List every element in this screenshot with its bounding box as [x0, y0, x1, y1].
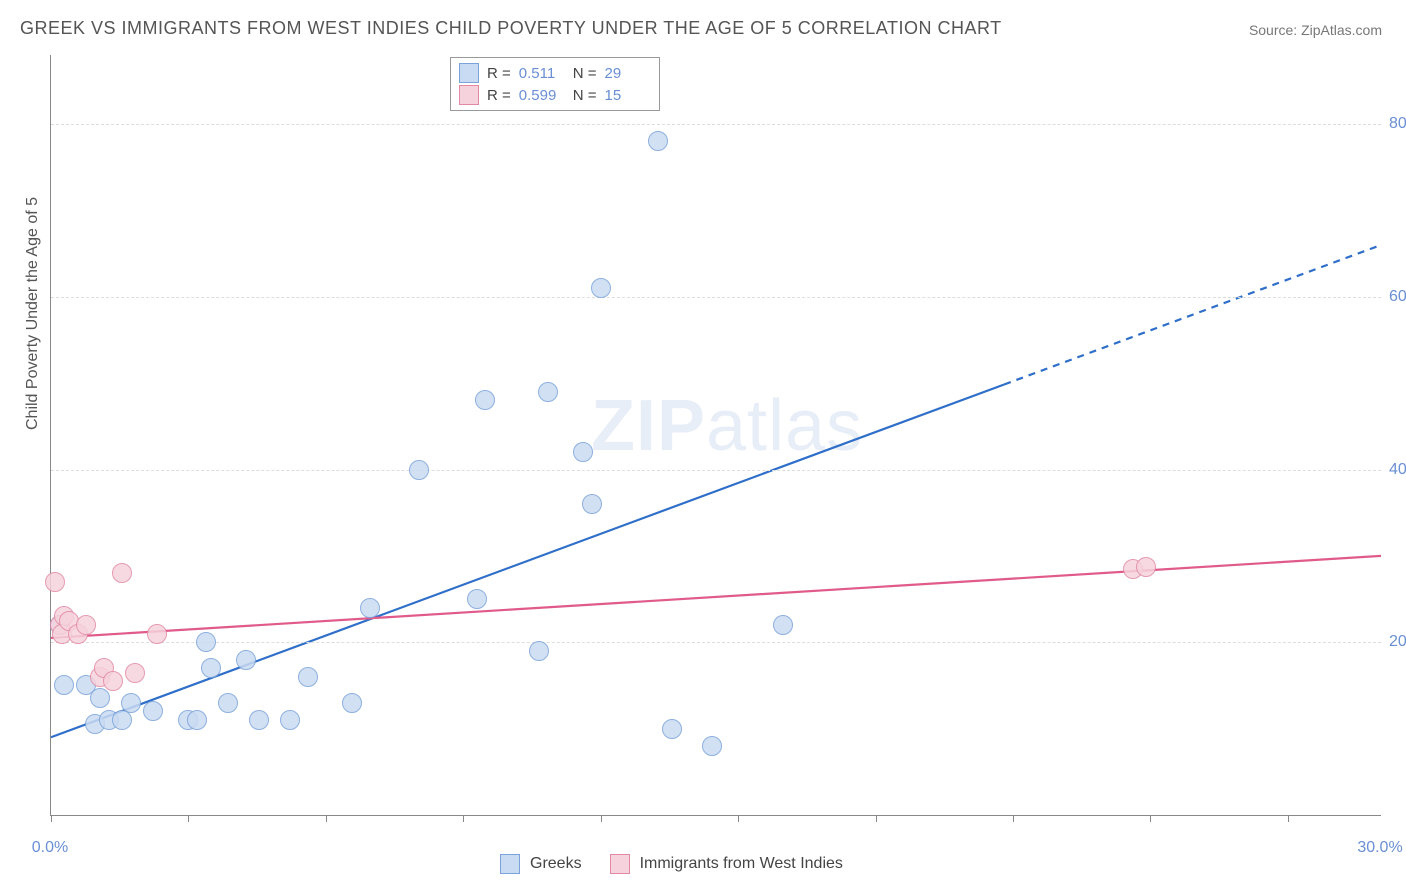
legend-row: R = 0.511 N = 29: [459, 62, 651, 84]
x-tick: [463, 815, 464, 822]
scatter-point: [475, 390, 495, 410]
legend-correlation: R = 0.511 N = 29 R = 0.599 N = 15: [450, 57, 660, 111]
gridline: [51, 297, 1381, 298]
scatter-point: [147, 624, 167, 644]
legend-swatch: [459, 85, 479, 105]
scatter-point: [249, 710, 269, 730]
gridline: [51, 642, 1381, 643]
scatter-point: [236, 650, 256, 670]
legend-swatch: [459, 63, 479, 83]
legend-r-label: R =: [487, 87, 511, 104]
gridline: [51, 470, 1381, 471]
scatter-point: [112, 563, 132, 583]
scatter-point: [201, 658, 221, 678]
chart-title: GREEK VS IMMIGRANTS FROM WEST INDIES CHI…: [20, 18, 1002, 39]
legend-swatch: [610, 854, 630, 874]
scatter-point: [591, 278, 611, 298]
x-tick: [601, 815, 602, 822]
x-tick: [51, 815, 52, 822]
y-tick-label: 80.0%: [1389, 115, 1406, 133]
scatter-point: [342, 693, 362, 713]
legend-n-label: N =: [573, 87, 597, 104]
trend-line: [51, 384, 1004, 737]
x-tick-label: 30.0%: [1357, 839, 1402, 857]
scatter-point: [280, 710, 300, 730]
scatter-point: [103, 671, 123, 691]
scatter-point: [409, 460, 429, 480]
legend-r-value: 0.599: [519, 87, 565, 104]
legend-n-label: N =: [573, 65, 597, 82]
source-label: Source: ZipAtlas.com: [1249, 22, 1382, 38]
plot-area: ZIPatlas 20.0%40.0%60.0%80.0%: [50, 55, 1381, 816]
legend-n-value: 29: [605, 65, 651, 82]
x-tick-label: 0.0%: [32, 839, 68, 857]
x-tick: [1288, 815, 1289, 822]
scatter-point: [1136, 557, 1156, 577]
scatter-point: [76, 615, 96, 635]
y-tick-label: 60.0%: [1389, 288, 1406, 306]
scatter-point: [90, 688, 110, 708]
y-tick-label: 20.0%: [1389, 633, 1406, 651]
scatter-point: [112, 710, 132, 730]
scatter-point: [573, 442, 593, 462]
legend-series-label: Immigrants from West Indies: [640, 855, 843, 873]
x-tick: [876, 815, 877, 822]
scatter-point: [54, 675, 74, 695]
legend-series-label: Greeks: [530, 855, 582, 873]
scatter-point: [702, 736, 722, 756]
scatter-point: [121, 693, 141, 713]
legend-n-value: 15: [605, 87, 651, 104]
trend-line: [51, 556, 1381, 638]
scatter-point: [648, 131, 668, 151]
y-axis-label: Child Poverty Under the Age of 5: [24, 197, 42, 430]
trend-lines-svg: [51, 55, 1381, 815]
scatter-point: [143, 701, 163, 721]
scatter-point: [538, 382, 558, 402]
x-tick: [326, 815, 327, 822]
scatter-point: [45, 572, 65, 592]
scatter-point: [187, 710, 207, 730]
scatter-point: [125, 663, 145, 683]
x-tick: [188, 815, 189, 822]
scatter-point: [196, 632, 216, 652]
scatter-point: [360, 598, 380, 618]
legend-row: R = 0.599 N = 15: [459, 84, 651, 106]
y-tick-label: 40.0%: [1389, 461, 1406, 479]
scatter-point: [467, 589, 487, 609]
legend-r-value: 0.511: [519, 65, 565, 82]
gridline: [51, 124, 1381, 125]
scatter-point: [529, 641, 549, 661]
legend-series: Greeks Immigrants from West Indies: [500, 854, 861, 874]
x-tick: [738, 815, 739, 822]
x-tick: [1150, 815, 1151, 822]
scatter-point: [773, 615, 793, 635]
legend-swatch: [500, 854, 520, 874]
scatter-point: [298, 667, 318, 687]
trend-line-dashed: [1004, 245, 1381, 384]
scatter-point: [582, 494, 602, 514]
x-tick: [1013, 815, 1014, 822]
scatter-point: [662, 719, 682, 739]
scatter-point: [218, 693, 238, 713]
legend-r-label: R =: [487, 65, 511, 82]
